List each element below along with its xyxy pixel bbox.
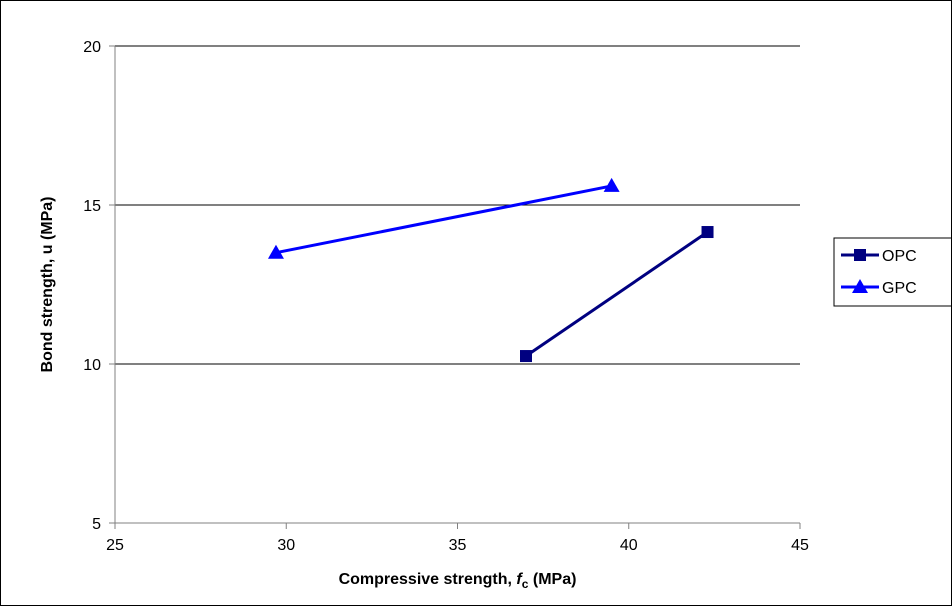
x-axis-title: Compressive strength, fc (MPa) xyxy=(339,571,577,591)
labels-layer: 5 10 15 20 25 30 35 40 45 xyxy=(83,39,809,554)
legend-marker-opc xyxy=(854,249,866,261)
grid-layer xyxy=(115,45,800,365)
y-tick-label: 10 xyxy=(83,357,101,374)
legend-label-opc: OPC xyxy=(882,248,917,265)
series-layer xyxy=(267,177,714,363)
x-axis-title-symbol: f xyxy=(516,571,523,588)
x-axis-title-prefix: Compressive strength, xyxy=(339,571,517,588)
x-axis-title-suffix: (MPa) xyxy=(528,571,576,588)
x-tick-label: 45 xyxy=(791,537,809,554)
y-tick-label: 15 xyxy=(83,198,101,215)
opc-data-point xyxy=(701,226,714,239)
gpc-data-point xyxy=(603,177,620,192)
x-tick-label: 35 xyxy=(449,537,467,554)
x-tick-label: 40 xyxy=(620,537,638,554)
x-tick-label: 25 xyxy=(106,537,124,554)
y-tick-label: 5 xyxy=(92,516,101,533)
opc-data-point xyxy=(520,350,532,363)
opc-series-line xyxy=(525,230,709,358)
gpc-data-point xyxy=(267,244,284,259)
legend: OPC GPC xyxy=(833,237,952,307)
legend-label-gpc: GPC xyxy=(882,280,917,297)
gpc-series-line xyxy=(275,184,612,255)
legend-marker-gpc xyxy=(852,279,868,293)
y-tick-label: 20 xyxy=(83,39,101,56)
x-axis-title-subscript: c xyxy=(522,577,529,591)
legend-box xyxy=(833,237,952,307)
axes-layer xyxy=(109,45,801,529)
x-tick-label: 30 xyxy=(277,537,295,554)
y-axis-title: Bond strength, u (MPa) xyxy=(39,197,56,373)
